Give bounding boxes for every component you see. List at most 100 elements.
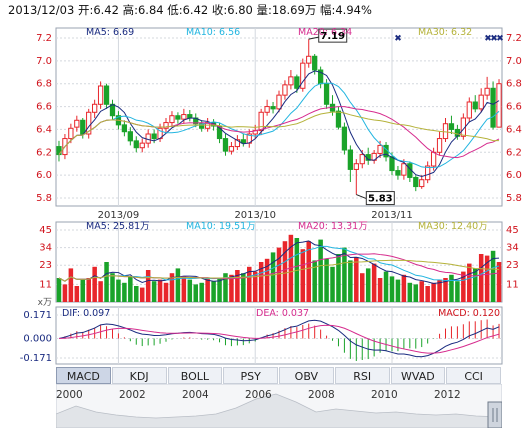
- volume-bar: [122, 282, 127, 302]
- dea-label: DEA: 0.037: [256, 308, 309, 319]
- candle-body: [312, 55, 318, 71]
- price-ytick-left: 6.4: [36, 124, 52, 135]
- candle-body: [472, 101, 478, 110]
- candle-body: [430, 151, 437, 167]
- candle-body: [199, 123, 205, 129]
- tab-cci[interactable]: CCI: [446, 367, 501, 384]
- candle-body: [448, 123, 455, 130]
- high-marker-pointer: [308, 36, 319, 40]
- volume-bar: [199, 282, 204, 302]
- candle-body: [270, 106, 276, 110]
- high-value: 6.84: [137, 3, 164, 17]
- tab-psy[interactable]: PSY: [223, 367, 278, 384]
- candle-body: [276, 94, 282, 110]
- volume-bar: [490, 250, 496, 302]
- volume-bar: [205, 278, 210, 302]
- tab-kdj[interactable]: KDJ: [111, 367, 167, 384]
- volume-bar: [431, 282, 436, 302]
- low-value: 6.42: [182, 3, 209, 17]
- volume-bar: [181, 276, 187, 302]
- volume-bar: [80, 279, 86, 302]
- price-ma30-line: [58, 111, 500, 155]
- high-marker-value: 7.19: [320, 31, 345, 42]
- dea-line: [58, 324, 500, 354]
- price-ytick-right: 6.6: [506, 102, 522, 113]
- tab-obv[interactable]: OBV: [279, 367, 334, 384]
- volume-ytick-right: 23: [506, 260, 519, 271]
- tab-macd[interactable]: MACD: [56, 367, 111, 384]
- price-ytick-right: 6.8: [506, 79, 522, 90]
- volume-bar: [467, 263, 472, 302]
- volume-ytick-right: 45: [506, 225, 519, 236]
- candle-body: [490, 87, 496, 128]
- candle-body: [68, 127, 74, 140]
- volume-bar: [324, 258, 329, 302]
- volume-ma-label: MA10: 19.51万: [186, 221, 256, 232]
- candle-body: [401, 163, 407, 176]
- volume-bar: [312, 260, 317, 302]
- volume-ma-label: MA5: 25.81万: [86, 221, 150, 232]
- candle-body: [442, 123, 449, 140]
- candle-body: [341, 126, 348, 151]
- timeline-range-handle[interactable]: [487, 401, 502, 428]
- candle-body: [240, 139, 246, 144]
- kline-chart[interactable]: ✖ ✖✖✖ 7.2 7.27.0 7.06.8 6.86.6 6.66.4 6.46.2 6.…: [0, 0, 530, 365]
- price-ma-label: MA5: 6.69: [86, 27, 134, 38]
- candle-body: [419, 179, 425, 188]
- macd-ytick: 0.000: [23, 334, 52, 345]
- volume-bar: [425, 286, 430, 302]
- volume-bar: [68, 268, 74, 302]
- timeline-year-label: 2010: [371, 389, 398, 401]
- volume-bar: [407, 282, 413, 302]
- timeline-area: [56, 393, 502, 428]
- candle-body: [454, 128, 461, 137]
- candle-body: [127, 131, 133, 142]
- candle-body: [181, 114, 187, 120]
- volume-bar: [139, 287, 145, 302]
- candle-body: [323, 83, 330, 105]
- month-axis-label: 2013/11: [371, 210, 413, 221]
- history-timeline[interactable]: [56, 384, 502, 428]
- price-ytick-left: 7.0: [36, 56, 52, 67]
- candle-body: [484, 87, 490, 96]
- macd-label: MACD: 0.120: [438, 308, 500, 319]
- volume-bar: [282, 241, 288, 302]
- volume-bar: [336, 254, 341, 302]
- volume-bar: [472, 268, 478, 302]
- candle-body: [347, 149, 354, 170]
- candle-body: [121, 124, 128, 133]
- volume-ytick-left: 34: [39, 243, 52, 254]
- volume-bar: [395, 279, 401, 302]
- volume-bar: [223, 273, 228, 302]
- candle-body: [377, 144, 383, 154]
- candle-body: [86, 111, 92, 135]
- candle-body: [389, 156, 395, 172]
- volume-bar: [217, 278, 222, 302]
- volume-bar: [276, 247, 282, 302]
- volume-bar: [306, 241, 311, 302]
- candle-body: [97, 85, 104, 105]
- candle-body: [335, 110, 342, 128]
- price-ytick-right: 5.8: [506, 193, 522, 204]
- tab-rsi[interactable]: RSI: [334, 367, 390, 384]
- text-layer: 7.2 7.2 7.0 7.0 6.8 6.8 6.6 6.6 6.4 6.4 6.2 6.2 6.0 6…: [20, 27, 522, 364]
- price-ytick-left: 6.8: [36, 79, 52, 90]
- volume-bar: [348, 260, 353, 302]
- timeline-year-label: 2008: [308, 389, 335, 401]
- candle-body: [92, 103, 98, 113]
- candle-body: [258, 111, 264, 132]
- tab-wvad[interactable]: WVAD: [390, 367, 446, 384]
- volume-bar: [74, 286, 80, 302]
- volume-bar: [128, 276, 133, 302]
- close-value: 6.80: [227, 3, 253, 17]
- candle-body: [496, 83, 502, 128]
- low-marker-value: 5.83: [368, 194, 393, 205]
- volume-bar: [437, 279, 442, 302]
- volume-bar: [419, 281, 424, 302]
- volume-bar: [157, 279, 163, 302]
- timeline-year-label: 2002: [119, 389, 146, 401]
- event-marker-icon: ✖: [490, 34, 498, 44]
- marks-layer: ✖ ✖✖✖: [56, 28, 504, 361]
- tab-boll[interactable]: BOLL: [167, 367, 223, 384]
- volume-bar: [413, 284, 419, 302]
